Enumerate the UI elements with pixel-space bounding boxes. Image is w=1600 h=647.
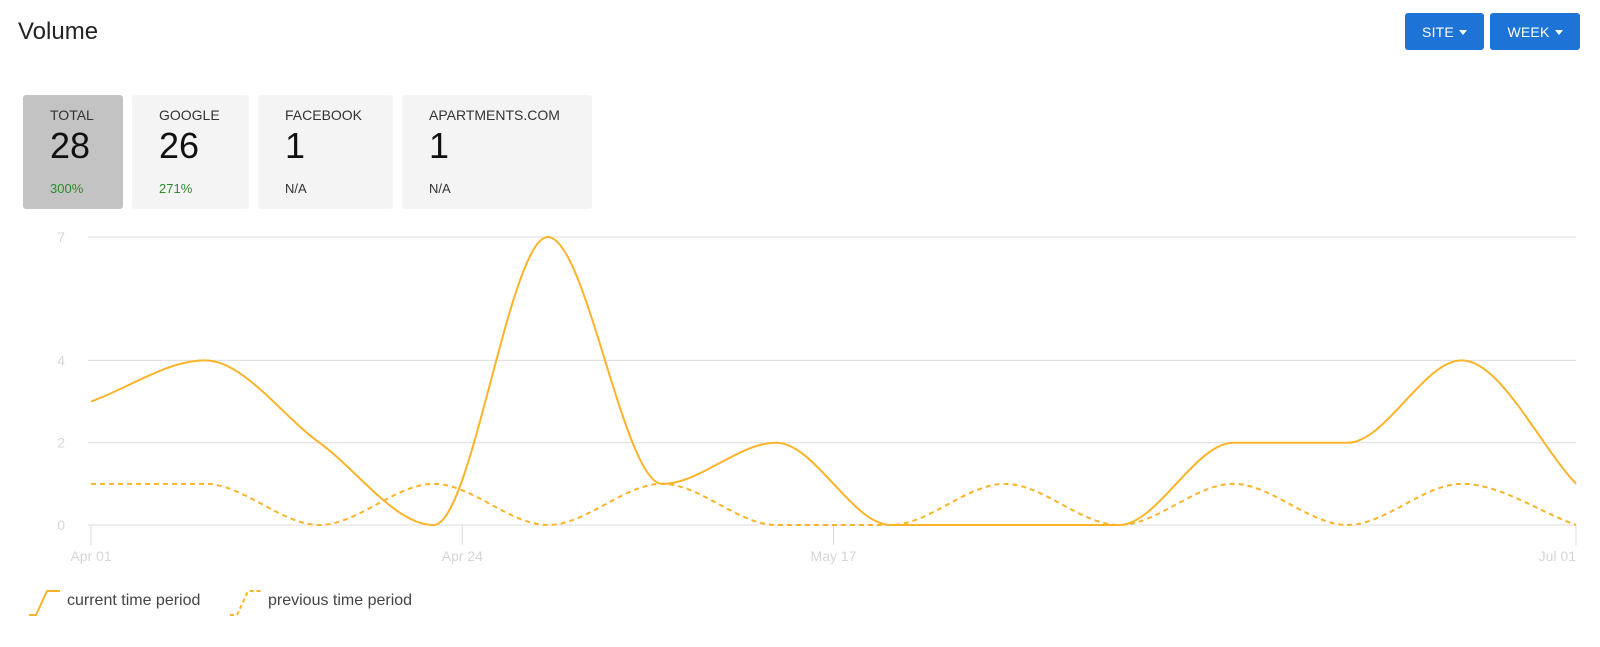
stat-card-facebook[interactable]: FACEBOOK 1 N/A bbox=[258, 95, 393, 209]
week-dropdown-button[interactable]: WEEK bbox=[1490, 13, 1580, 50]
stat-card-value: 1 bbox=[429, 125, 450, 166]
stat-card-apartments[interactable]: APARTMENTS.COM 1 N/A bbox=[402, 95, 592, 209]
stat-card-value: 28 bbox=[50, 125, 91, 166]
site-button-label: SITE bbox=[1422, 23, 1454, 40]
y-tick-label: 7 bbox=[57, 229, 65, 245]
stat-card-total[interactable]: TOTAL 28 300% bbox=[23, 95, 123, 209]
page-title: Volume bbox=[18, 18, 99, 45]
legend-previous-period: previous time period bbox=[268, 592, 413, 609]
caret-down-icon bbox=[1554, 29, 1563, 35]
x-tick-label: May 17 bbox=[811, 548, 857, 564]
y-tick-label: 4 bbox=[57, 352, 65, 368]
legend-solid-line-icon bbox=[29, 590, 60, 616]
x-tick-label: Apr 24 bbox=[442, 548, 483, 564]
y-tick-label: 2 bbox=[57, 435, 65, 451]
stat-card-change: N/A bbox=[429, 181, 451, 196]
stat-card-value: 26 bbox=[159, 125, 200, 166]
x-tick-label: Apr 01 bbox=[70, 548, 111, 564]
stat-card-change: N/A bbox=[285, 181, 307, 196]
stat-card-value: 1 bbox=[285, 125, 306, 166]
x-tick-label: Jul 01 bbox=[1539, 548, 1577, 564]
stat-card-label: TOTAL bbox=[50, 107, 94, 123]
y-tick-label: 0 bbox=[57, 517, 65, 533]
stat-card-label: APARTMENTS.COM bbox=[429, 107, 560, 123]
caret-down-icon bbox=[1458, 29, 1467, 35]
stat-card-label: FACEBOOK bbox=[285, 107, 363, 123]
stat-card-change: 271% bbox=[159, 181, 193, 196]
series-line-current bbox=[90, 235, 1577, 527]
site-dropdown-button[interactable]: SITE bbox=[1405, 13, 1484, 50]
stat-card-change: 300% bbox=[50, 181, 84, 196]
legend-current-period: current time period bbox=[67, 592, 201, 609]
stat-card-label: GOOGLE bbox=[159, 107, 220, 123]
week-button-label: WEEK bbox=[1507, 23, 1550, 40]
stat-card-google[interactable]: GOOGLE 26 271% bbox=[132, 95, 249, 209]
series-line-previous bbox=[91, 482, 1577, 527]
legend-dashed-line-icon bbox=[230, 590, 261, 616]
